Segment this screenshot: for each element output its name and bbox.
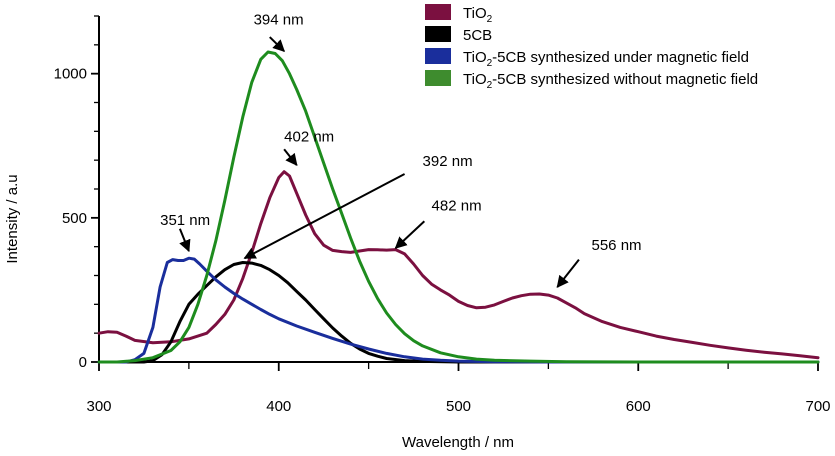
annotation-arrow: [394, 220, 426, 249]
legend-label-suffix: -5CB synthesized under magnetic field: [492, 49, 749, 66]
axes: 0 500 1000 300 400 500 600 700: [54, 15, 831, 415]
y-tick-label: 1000: [54, 66, 87, 83]
legend-swatch-2: [425, 48, 451, 64]
series-line-2: [97, 256, 820, 364]
legend-label-subscript: 2: [487, 58, 493, 69]
x-tick-label: 300: [86, 398, 111, 415]
annotation-label: 482 nm: [432, 198, 482, 215]
legend-label-main: 5CB: [463, 27, 492, 44]
legend-label-main: TiO: [463, 5, 487, 22]
annotation-arrow: [556, 259, 580, 288]
legend-swatch-0: [425, 4, 451, 20]
annotation-arrow: [178, 228, 191, 253]
legend-swatch-3: [425, 70, 451, 86]
annotation-arrow: [269, 36, 285, 53]
legend-label-0: TiO2: [463, 5, 493, 25]
legend-label-suffix: -5CB synthesized without magnetic field: [492, 71, 758, 88]
x-tick-label: 400: [266, 398, 291, 415]
x-axis-label: Wavelength / nm: [402, 434, 514, 451]
series-line-1: [97, 261, 820, 364]
legend-label-subscript: 2: [487, 80, 493, 91]
annotation-label: 394 nm: [254, 12, 304, 29]
legend-label-subscript: 2: [487, 14, 493, 25]
x-tick-label: 700: [805, 398, 830, 415]
legend-swatch-1: [425, 26, 451, 42]
annotation-arrow: [283, 148, 298, 167]
legend-label-2: TiO2-5CB synthesized under magnetic fiel…: [463, 49, 749, 69]
series-line-0: [97, 170, 820, 360]
legend-label-main: TiO: [463, 71, 487, 88]
y-axis-label: Intensity / a.u: [4, 174, 21, 263]
annotation-label: 556 nm: [592, 237, 642, 254]
y-tick-label: 500: [62, 210, 87, 227]
series-line-3: [97, 50, 820, 364]
x-tick-label: 600: [626, 398, 651, 415]
legend-label-3: TiO2-5CB synthesized without magnetic fi…: [463, 71, 758, 91]
y-tick-label: 0: [79, 354, 87, 371]
annotation-label: 402 nm: [284, 128, 334, 145]
legend-label-main: TiO: [463, 49, 487, 66]
data-series: [97, 50, 820, 364]
annotation-label: 392 nm: [423, 153, 473, 170]
peak-annotations: 394 nm 402 nm 392 nm 351 nm 482 nm 556 nm: [160, 12, 642, 288]
annotation-arrow: [243, 173, 406, 260]
annotation-label: 351 nm: [160, 212, 210, 229]
x-tick-label: 500: [446, 398, 471, 415]
legend-label-1: 5CB: [463, 27, 492, 44]
